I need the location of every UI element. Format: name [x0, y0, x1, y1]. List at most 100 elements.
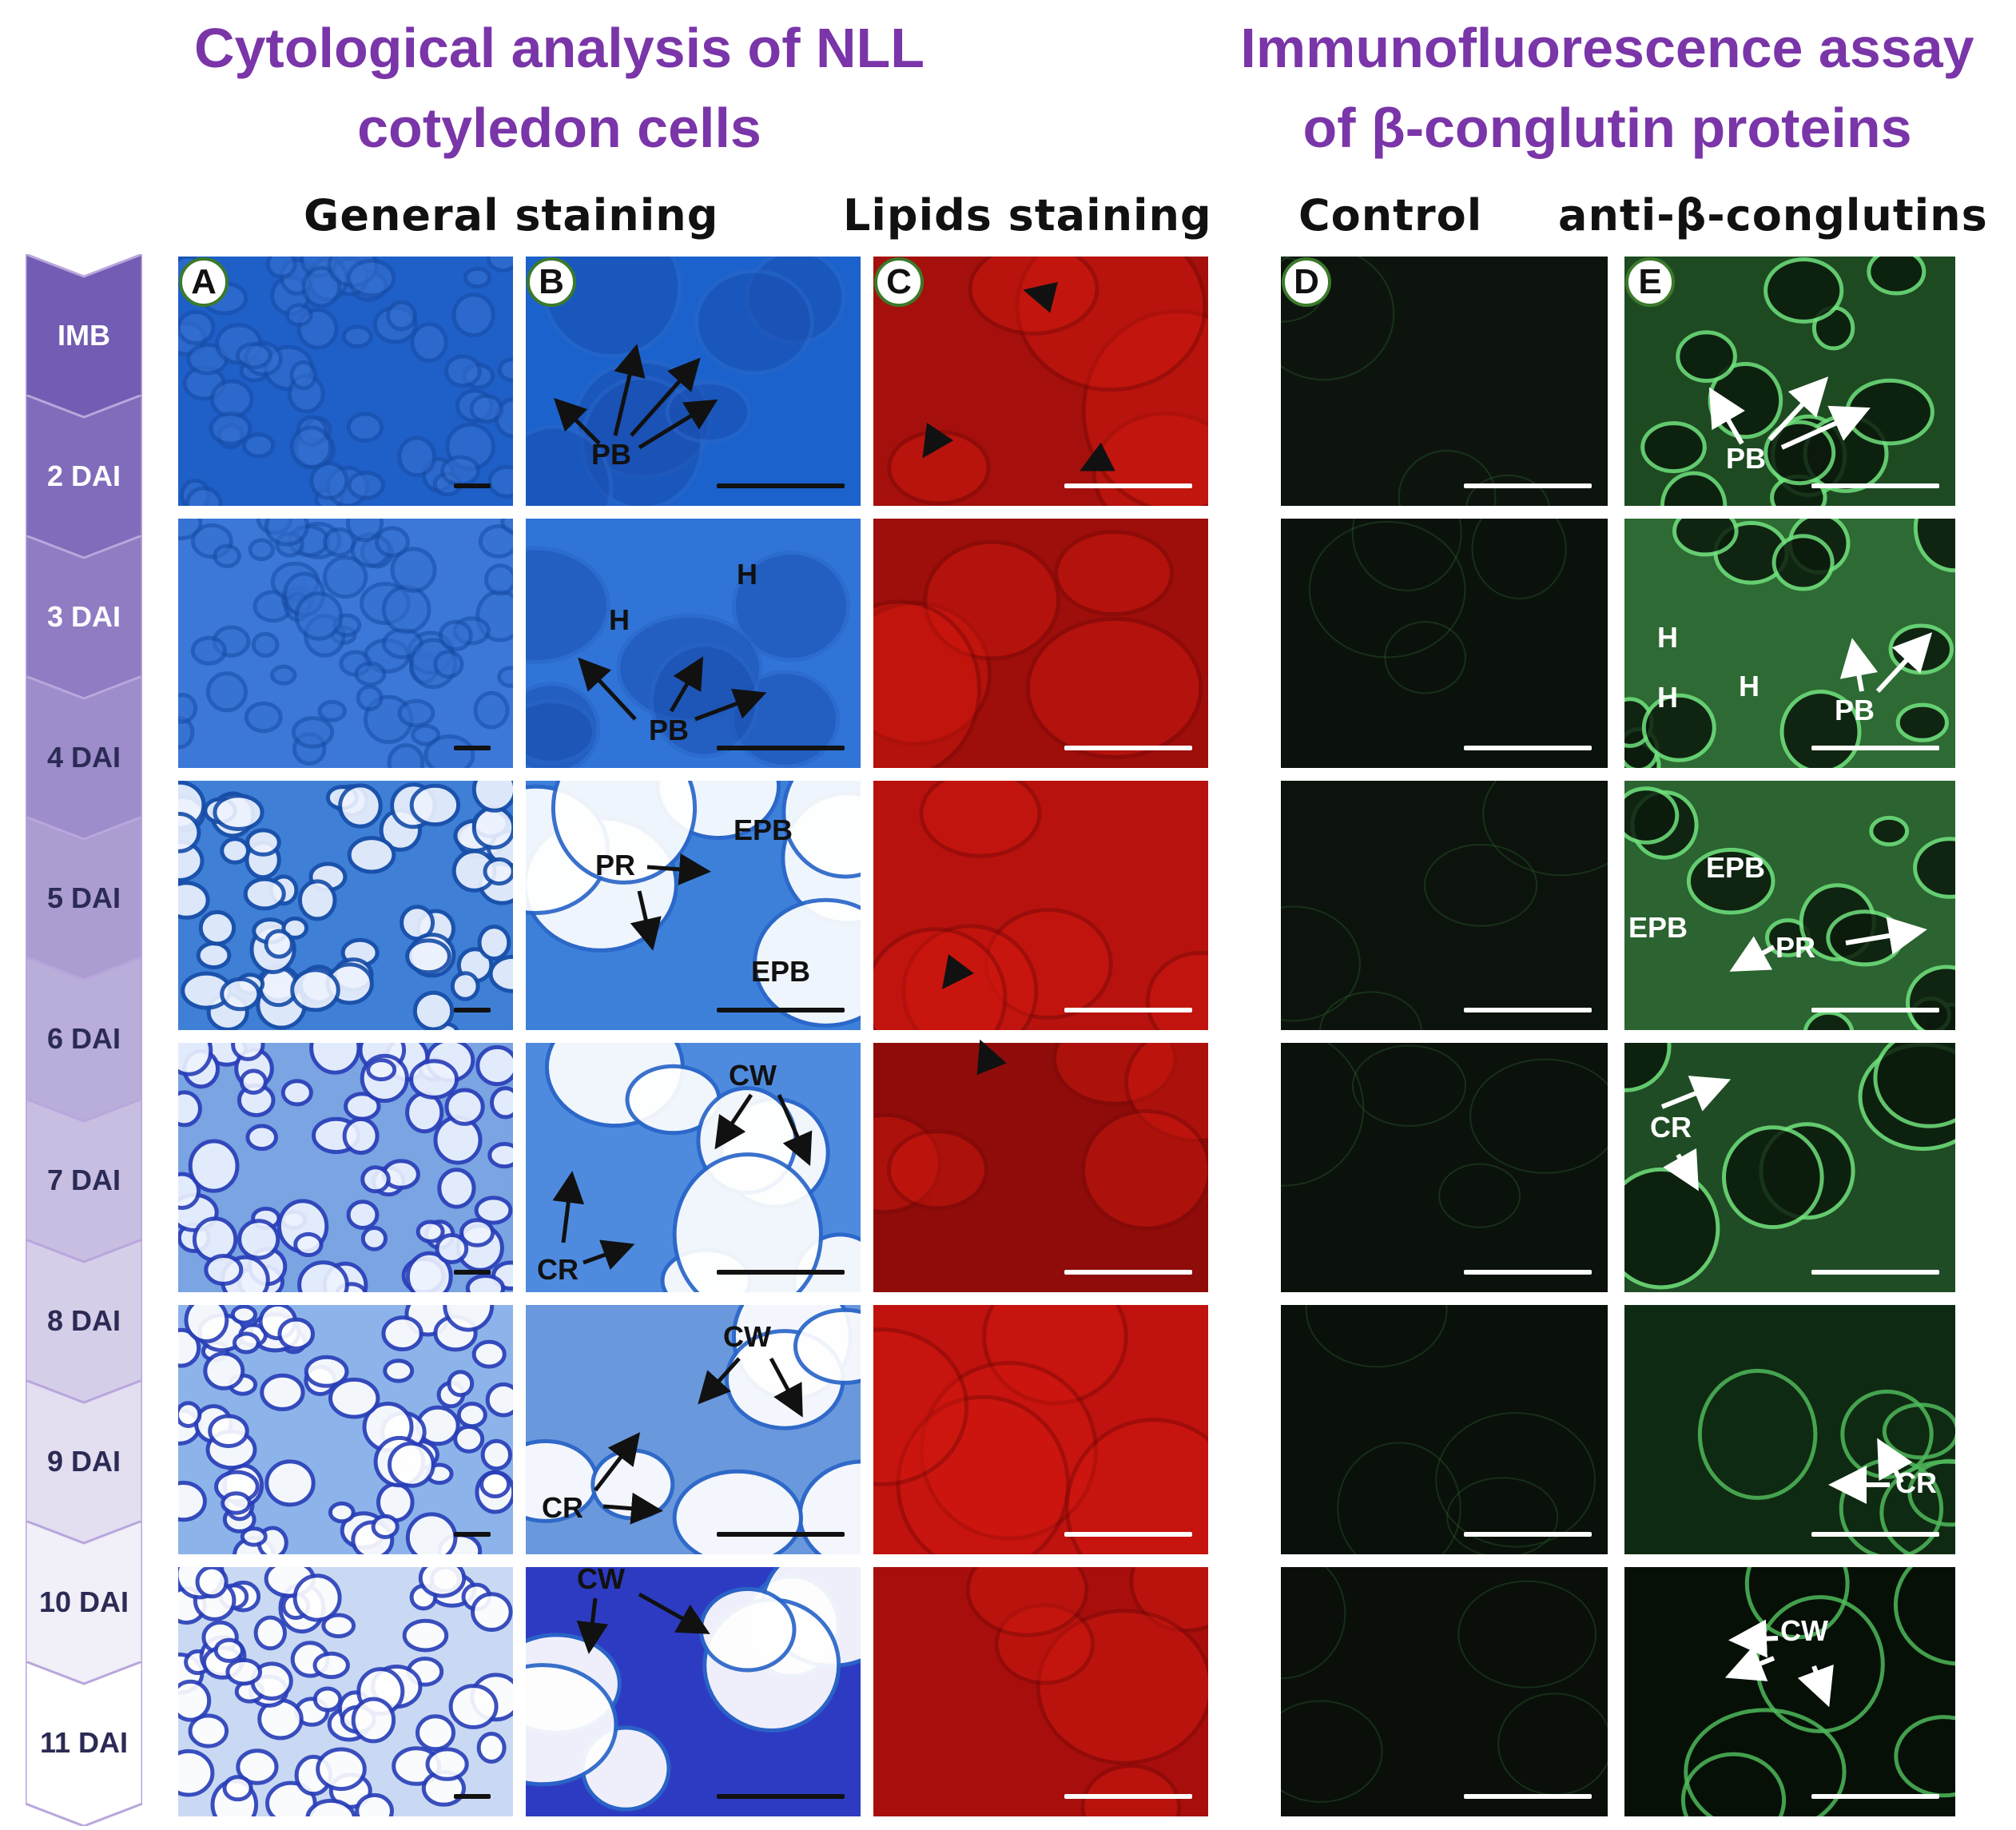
cell-shape — [178, 693, 197, 724]
cell-shape — [328, 1501, 356, 1524]
panel-d-row-4 — [1278, 1040, 1610, 1295]
stage-chevron: 10 DAI — [26, 1520, 142, 1685]
cell-shape — [383, 1359, 415, 1383]
cell-shape — [694, 269, 814, 376]
micrograph-texture — [1308, 519, 1567, 694]
cell-shape — [485, 1382, 513, 1418]
label-pb-e2: PB — [1835, 694, 1875, 726]
panel-d-row-3 — [1278, 778, 1610, 1032]
cell-shape — [1064, 1418, 1208, 1554]
cell-shape — [205, 671, 248, 713]
cell-shape — [672, 1469, 803, 1554]
cell-shape — [448, 1684, 499, 1729]
cell-shape — [386, 300, 417, 332]
cell-shape — [497, 356, 513, 383]
left-title-line-2: cotyledon cells — [357, 97, 761, 159]
cell-shape — [1913, 837, 1955, 899]
cell-shape — [387, 743, 425, 768]
cell-shape — [231, 1043, 265, 1061]
cell-shape — [309, 461, 349, 500]
column-anti-conglutins: anti-β-conglutins — [1558, 190, 1988, 241]
cell-shape — [665, 380, 752, 444]
scale-bar — [1064, 1532, 1192, 1537]
cell-shape — [178, 519, 203, 541]
cell-shape — [1424, 843, 1538, 927]
scale-bar — [1464, 1532, 1592, 1537]
label-h-e2-a: H — [1657, 621, 1678, 654]
cell-shape — [1482, 781, 1608, 877]
cell-shape — [243, 877, 286, 911]
scale-bar — [1811, 1008, 1939, 1012]
stage-chevron-shape — [26, 395, 142, 560]
cell-shape — [213, 543, 241, 568]
cell-shape — [360, 1226, 388, 1251]
cell-shape — [345, 519, 384, 543]
cell-shape — [293, 1231, 324, 1258]
stage-chevron: 4 DAI — [26, 676, 142, 841]
cell-shape — [291, 716, 335, 749]
cell-shape — [381, 1315, 423, 1351]
cell-shape — [312, 1651, 350, 1680]
cell-shape — [896, 1394, 1070, 1554]
scale-bar — [1811, 1532, 1939, 1537]
panel-letter-b: B — [527, 257, 576, 307]
column-general-staining: General staining — [304, 190, 719, 241]
cell-shape — [1722, 1125, 1824, 1230]
micrograph-texture — [178, 1305, 513, 1554]
cell-shape — [1308, 520, 1466, 658]
stage-chevron: IMB — [26, 254, 142, 420]
stage-chevron: 11 DAI — [26, 1661, 142, 1826]
cell-shape — [196, 941, 232, 969]
cell-shape — [1015, 257, 1207, 392]
micrograph-texture — [178, 1567, 513, 1816]
cell-shape — [346, 1199, 380, 1231]
cell-shape — [483, 857, 513, 886]
panel-b-row-6 — [523, 1565, 863, 1819]
cell-shape — [1497, 1693, 1608, 1796]
scale-bar — [1811, 1794, 1939, 1799]
cell-shape — [1398, 450, 1497, 506]
cell-shape — [360, 1165, 391, 1194]
cell-shape — [526, 698, 597, 765]
scale-bar — [717, 1008, 845, 1012]
cell-shape — [1054, 529, 1175, 617]
cell-shape — [1686, 847, 1775, 915]
cell-shape — [1641, 693, 1716, 762]
cell-shape — [213, 794, 264, 831]
cell-shape — [290, 968, 340, 1012]
stage-label: 6 DAI — [46, 1022, 121, 1056]
cell-shape — [1145, 950, 1208, 1030]
cell-shape — [1465, 474, 1550, 506]
label-cw-b5: CW — [723, 1320, 771, 1353]
panel-d-row-2 — [1278, 516, 1610, 770]
cell-shape — [1771, 534, 1835, 591]
cell-shape — [354, 661, 387, 687]
label-pb-e1: PB — [1726, 442, 1767, 475]
cell-shape — [178, 1043, 213, 1076]
cell-shape — [1052, 1043, 1178, 1106]
cell-shape — [443, 354, 482, 388]
cell-shape — [213, 1637, 245, 1663]
micrograph-texture — [178, 519, 513, 768]
label-cw-b6: CW — [577, 1562, 625, 1595]
scale-bar — [454, 746, 491, 750]
scale-bar — [717, 1270, 845, 1275]
scale-bar — [1064, 746, 1192, 750]
cell-shape — [240, 1526, 268, 1547]
label-cw-b4: CW — [729, 1059, 777, 1092]
scale-bar — [1811, 746, 1939, 750]
cell-shape — [239, 1068, 268, 1095]
panel-c-row-4 — [871, 1040, 1211, 1295]
label-cr-e4: CR — [1650, 1111, 1692, 1144]
stage-chevron: 2 DAI — [26, 395, 142, 560]
cell-shape — [590, 1448, 675, 1521]
scale-bar — [717, 1794, 845, 1799]
cell-shape — [1457, 1580, 1597, 1689]
cell-shape — [185, 486, 223, 506]
cell-shape — [887, 430, 991, 506]
cell-shape — [184, 1305, 229, 1343]
scale-bar — [1464, 1794, 1592, 1799]
cell-shape — [497, 666, 513, 688]
micrograph-texture — [1281, 1567, 1608, 1803]
cell-shape — [483, 563, 513, 596]
